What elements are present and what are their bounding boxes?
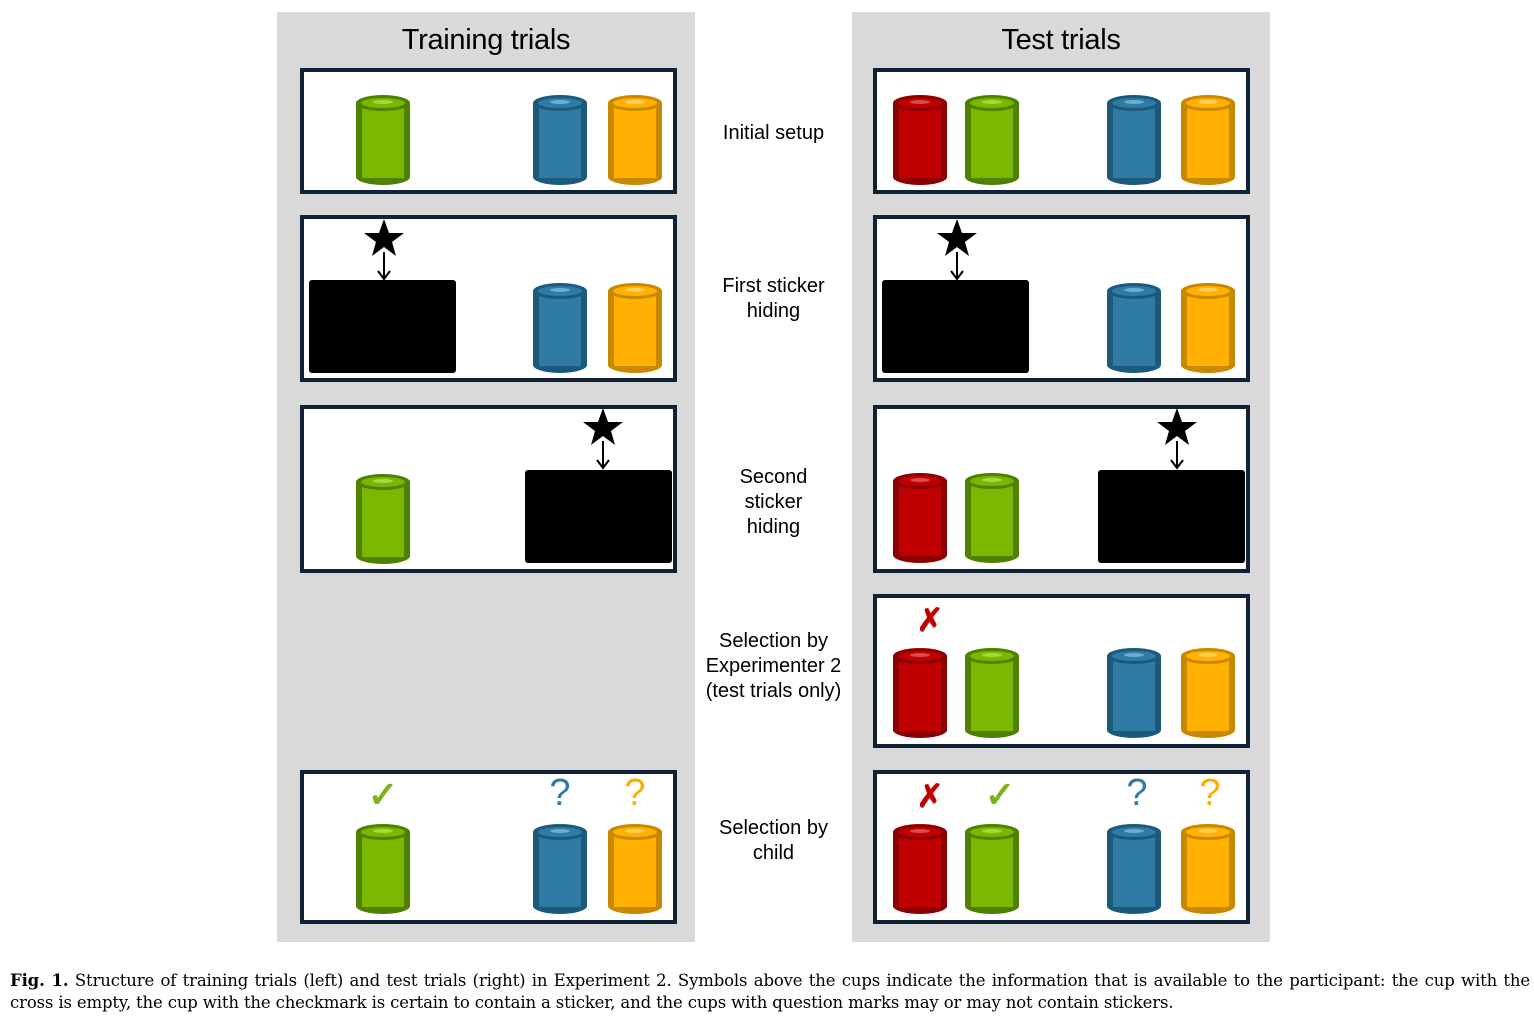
blue-cup <box>1104 822 1164 916</box>
figure-caption-text: Structure of training trials (left) and … <box>10 971 1530 1012</box>
green-cup <box>962 471 1022 565</box>
stage-label-experimenter-selection: Selection by Experimenter 2 (test trials o… <box>705 630 842 702</box>
orange-cup <box>605 822 665 916</box>
green-cup <box>353 93 413 187</box>
star-arrow-icon <box>359 218 409 282</box>
star-arrow-icon <box>1152 407 1202 471</box>
occluder-screen <box>882 280 1029 373</box>
training-trials-title: Training trials <box>401 24 571 56</box>
checkmark-icon: ✓ <box>984 774 1016 815</box>
green-cup <box>962 822 1022 916</box>
figure-caption: Fig. 1. Structure of training trials (le… <box>10 970 1530 1014</box>
green-cup <box>962 646 1022 740</box>
question-mark-icon: ? <box>549 772 571 814</box>
blue-cup <box>1104 646 1164 740</box>
red-cup <box>890 822 950 916</box>
blue-cup <box>530 93 590 187</box>
test-trials-title: Test trials <box>1001 24 1121 56</box>
occluder-screen <box>309 280 456 373</box>
orange-cup <box>1178 93 1238 187</box>
red-cup <box>890 646 950 740</box>
orange-cup <box>1178 646 1238 740</box>
green-cup <box>962 93 1022 187</box>
occluder-screen <box>1098 470 1245 563</box>
checkmark-icon: ✓ <box>367 774 399 815</box>
stage-label-initial-setup: Initial setup <box>722 122 825 144</box>
blue-cup <box>1104 281 1164 375</box>
orange-cup <box>605 93 665 187</box>
blue-cup <box>530 281 590 375</box>
green-cup <box>353 472 413 566</box>
red-cup <box>890 471 950 565</box>
orange-cup <box>1178 281 1238 375</box>
blue-cup <box>530 822 590 916</box>
cross-icon: ✗ <box>916 778 944 814</box>
orange-cup <box>605 281 665 375</box>
question-mark-icon: ? <box>624 772 646 814</box>
stage-label-child-selection: Selection by child <box>719 817 828 864</box>
star-arrow-icon <box>932 218 982 282</box>
cross-icon: ✗ <box>916 602 944 638</box>
blue-cup <box>1104 93 1164 187</box>
star-arrow-icon <box>578 407 628 471</box>
stage-label-second-hiding: Second sticker hiding <box>739 466 808 538</box>
red-cup <box>890 93 950 187</box>
orange-cup <box>1178 822 1238 916</box>
question-mark-icon: ? <box>1199 772 1221 814</box>
figure-label: Fig. 1. <box>10 971 69 990</box>
occluder-screen <box>525 470 672 563</box>
question-mark-icon: ? <box>1126 772 1148 814</box>
green-cup <box>353 822 413 916</box>
stage-label-first-hiding: First sticker hiding <box>722 275 825 322</box>
